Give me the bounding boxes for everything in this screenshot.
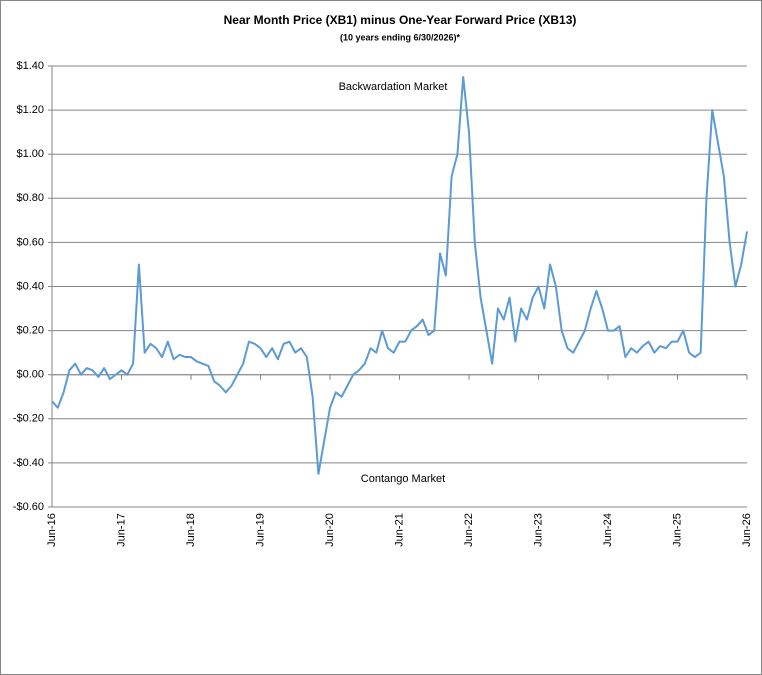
- x-tick-label: Jun-25: [671, 513, 683, 547]
- data-line: [51, 76, 748, 475]
- y-tick-label: $0.60: [16, 236, 44, 248]
- y-tick-label: $0.20: [16, 325, 44, 337]
- x-tick-label: Jun-19: [254, 513, 266, 547]
- x-tick-label: Jun-18: [185, 513, 197, 547]
- y-tick-label: $0.00: [16, 369, 44, 381]
- y-tick-label: -$0.40: [13, 457, 44, 469]
- chart-title: Near Month Price (XB1) minus One-Year Fo…: [224, 13, 577, 27]
- y-tick-label: $0.80: [16, 192, 44, 204]
- x-tick-label: Jun-24: [602, 513, 614, 547]
- y-tick-label: -$0.20: [13, 413, 44, 425]
- x-tick-label: Jun-16: [46, 513, 58, 547]
- annotation: Backwardation Market: [339, 81, 448, 93]
- y-tick-label: $1.40: [16, 60, 44, 72]
- x-tick-label: Jun-22: [463, 513, 475, 547]
- y-tick-label: -$0.60: [13, 501, 44, 513]
- x-tick-label: Jun-26: [741, 513, 753, 547]
- x-tick-label: Jun-21: [393, 513, 405, 547]
- x-tick-label: Jun-20: [324, 513, 336, 547]
- y-tick-label: $1.20: [16, 104, 44, 116]
- annotation: Contango Market: [361, 473, 445, 485]
- chart-subtitle: (10 years ending 6/30/2026)*: [340, 32, 461, 42]
- y-tick-label: $0.40: [16, 280, 44, 292]
- y-tick-label: $1.00: [16, 148, 44, 160]
- x-tick-label: Jun-17: [115, 513, 127, 547]
- x-tick-label: Jun-23: [532, 513, 544, 547]
